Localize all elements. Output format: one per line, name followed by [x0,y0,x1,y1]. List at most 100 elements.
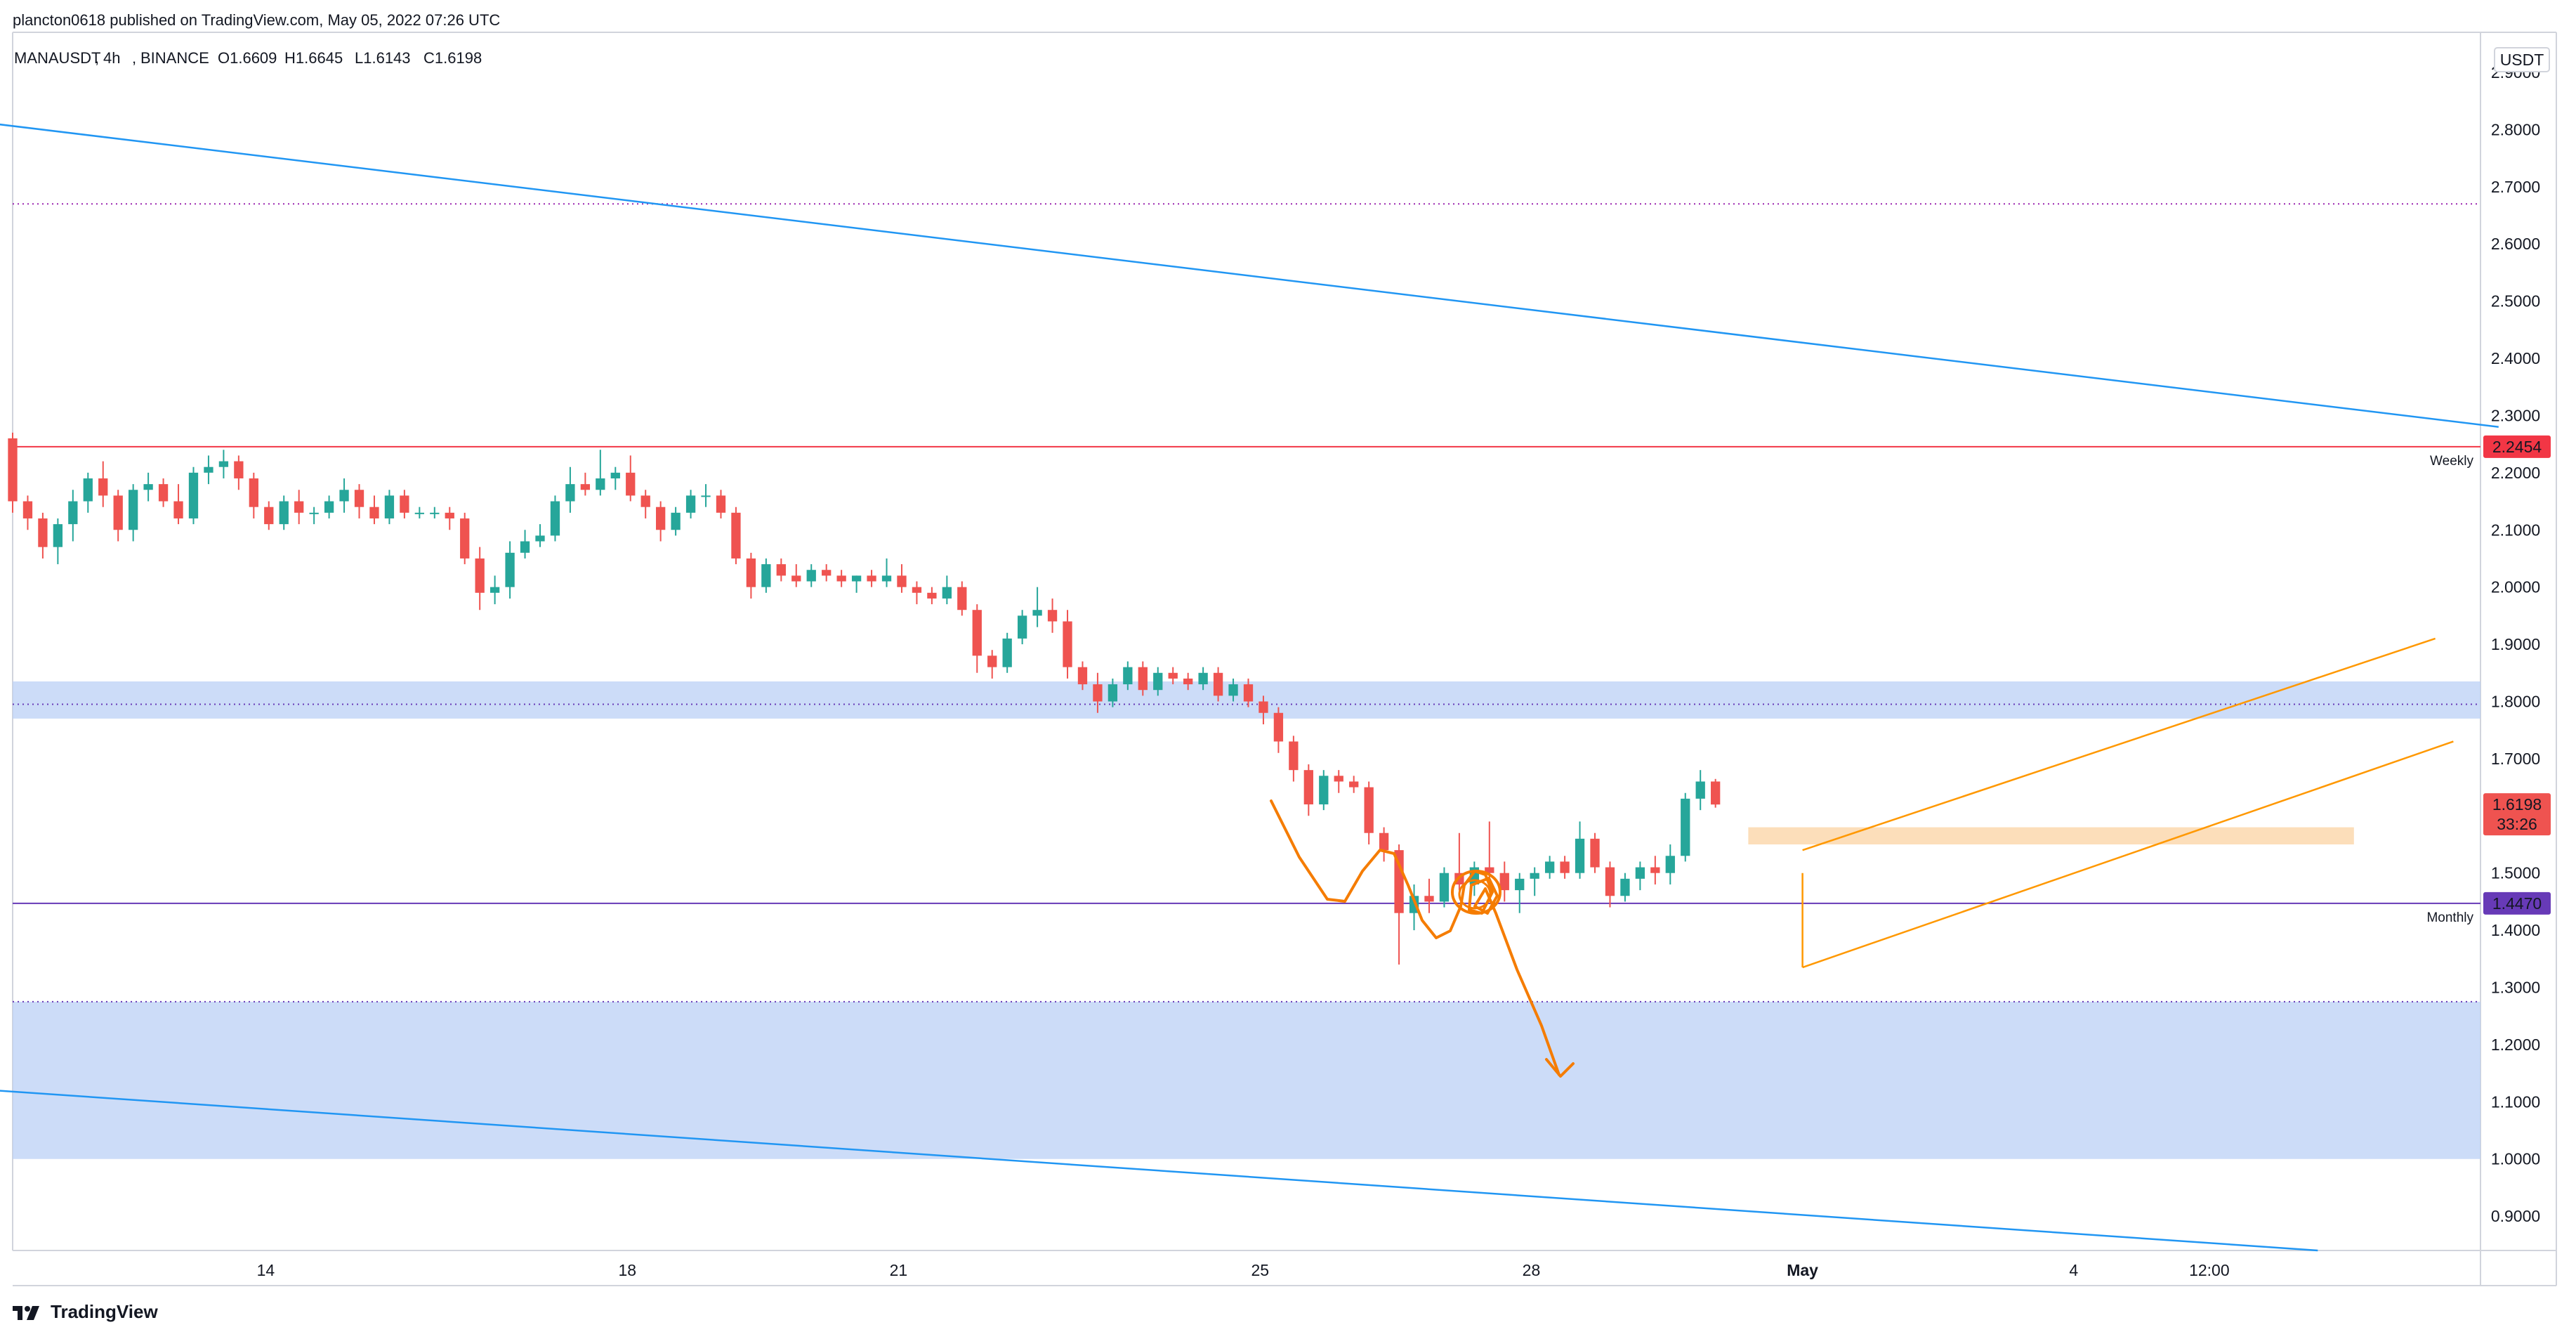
candle-body [204,466,213,473]
candle [1213,667,1223,702]
candle-body [1605,867,1615,896]
candle-body [535,535,545,542]
candle-body [339,490,349,502]
legend-sep-2: , [132,49,136,67]
candle-body [1002,638,1012,667]
legend-close: C1.6198 [423,49,482,67]
candle [1319,770,1329,811]
price-tick-label: 2.5000 [2491,292,2540,311]
candle-body [656,507,666,530]
candle [83,472,93,513]
candle [1530,867,1539,896]
candle-body [1575,838,1585,873]
candle-body [1334,776,1343,782]
candle [1334,770,1343,793]
channel-top [1802,637,2436,851]
candle [1077,661,1088,691]
candle-body [761,564,771,587]
candle-body [22,501,33,518]
price-tick-label: 2.8000 [2491,120,2540,138]
zone-orange [1748,827,2354,844]
price-tick-label: 1.9000 [2491,635,2540,653]
candle-body [851,575,862,582]
tradingview-logo-icon [13,1305,39,1320]
candle [881,558,892,587]
candle [626,455,636,502]
trend-upper [0,123,2499,428]
candle-body [53,524,63,547]
projection-path [1270,799,1560,1076]
candle [414,507,424,518]
candle [158,478,169,507]
candle-body [1560,861,1570,873]
candle [294,490,304,525]
candle-body [129,490,138,530]
candle-body [550,501,560,536]
candle [550,495,560,542]
candle-body [746,558,756,587]
price-tick-label: 1.5000 [2491,864,2540,882]
candle [475,547,485,610]
candle-body [987,655,997,667]
candle-body [1047,610,1058,622]
candle [806,564,816,587]
candle-body [1273,712,1284,742]
candle-body [489,587,500,593]
price-tick-label: 2.4000 [2491,349,2540,367]
candle-body [1620,878,1630,896]
candle-body [279,501,289,525]
candle-body [1379,832,1389,851]
candle-body [671,512,681,530]
candle [656,501,666,542]
candle [1665,844,1675,884]
candle [264,501,274,530]
candle [927,587,937,605]
legend-symbol: MANAUSDT [14,49,100,67]
candle [1711,778,1721,808]
candle-body [565,484,575,502]
candle-body [1424,896,1434,902]
currency-text: USDT [2500,51,2544,69]
candle-body [791,575,801,582]
candle-body [1711,781,1721,805]
legend-high: H1.6645 [284,49,343,67]
currency-label[interactable]: USDT [2494,47,2550,72]
candle [776,558,786,582]
legend-exchange: BINANCE [140,49,209,67]
candle-body [640,495,650,507]
price-badge [2483,793,2551,836]
price-badge [2483,435,2551,458]
candle-body [1153,672,1163,691]
currency-button[interactable] [2494,47,2550,72]
candle-body [505,552,515,587]
footer: TradingView [13,1301,158,1323]
trend-lower [0,1090,2318,1252]
candle [38,512,48,559]
candle [867,570,876,587]
candle-body [1515,878,1525,891]
candle [685,490,696,518]
candle [1198,667,1208,691]
candle [188,466,199,525]
candle [957,581,967,616]
candle-body [1349,781,1359,788]
candle [339,478,349,513]
candle [701,484,711,507]
price-tick-label: 1.1000 [2491,1092,2540,1111]
candle [1259,695,1268,725]
candle [505,541,515,599]
footer-logo-text: TradingView [51,1301,158,1322]
candle [143,472,153,502]
candle-body [68,501,78,525]
candle [535,524,545,547]
candle [761,558,771,593]
candle [1499,861,1509,902]
candle [324,495,334,518]
candle [279,495,289,530]
candle [822,564,832,582]
candle [987,650,997,679]
price-badge-label: 2.2454 [2492,438,2542,456]
time-axis: 14 18 21 25 28 May 4 12:00 [257,1261,2230,1279]
candle-body [1499,873,1509,891]
